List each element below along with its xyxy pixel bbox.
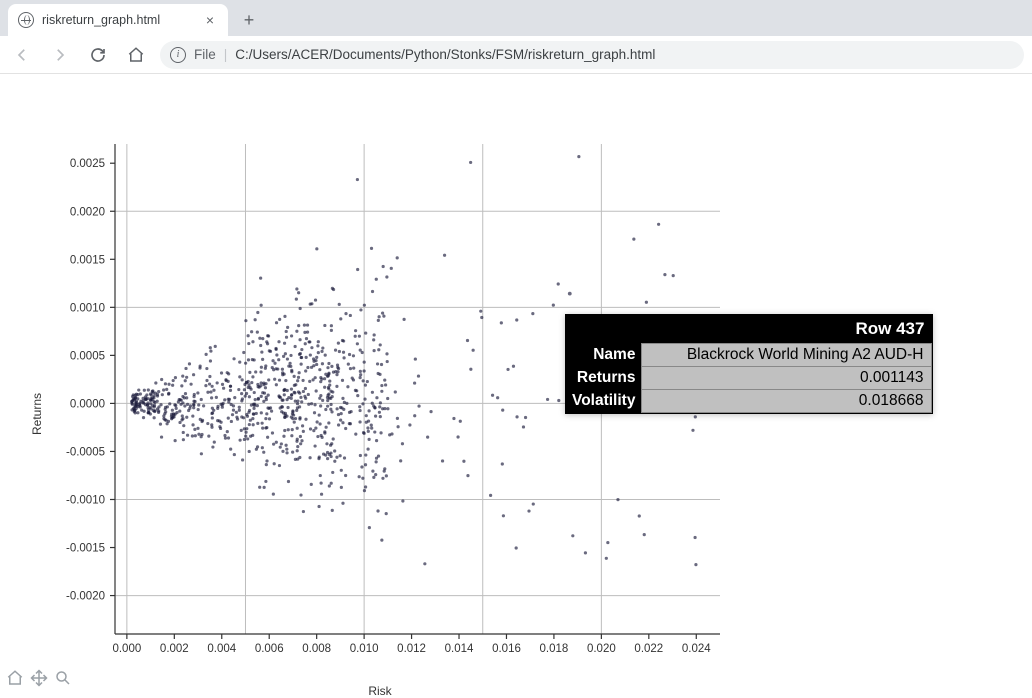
svg-text:0.0015: 0.0015 bbox=[70, 254, 105, 266]
tab-title: riskreturn_graph.html bbox=[42, 13, 160, 27]
hover-tooltip: Row 437 NameBlackrock World Mining A2 AU… bbox=[565, 314, 933, 414]
scatter-plot[interactable]: Returns 0.0000.0020.0040.0060.0080.0100.… bbox=[20, 134, 740, 694]
svg-text:0.0020: 0.0020 bbox=[70, 206, 105, 218]
url-scheme-label: File bbox=[194, 47, 216, 62]
svg-text:-0.0020: -0.0020 bbox=[66, 591, 105, 603]
reload-button[interactable] bbox=[84, 41, 112, 69]
svg-text:0.014: 0.014 bbox=[445, 643, 474, 655]
svg-text:0.004: 0.004 bbox=[207, 643, 236, 655]
plot-canvas[interactable]: 0.000 0.002 0.004 0.006 0.008 0.010 0.012 0.014… bbox=[20, 134, 740, 694]
tooltip-value: Blackrock World Mining A2 AUD-H bbox=[642, 344, 932, 367]
tooltip-value: 0.018668 bbox=[642, 390, 932, 413]
svg-text:0.010: 0.010 bbox=[350, 643, 379, 655]
reset-view-icon[interactable] bbox=[4, 667, 26, 689]
svg-text:0.0005: 0.0005 bbox=[70, 350, 105, 362]
tooltip-value: 0.001143 bbox=[642, 367, 932, 390]
plot-toolbar bbox=[4, 667, 74, 689]
zoom-icon[interactable] bbox=[52, 667, 74, 689]
tooltip-key: Returns bbox=[566, 367, 642, 390]
svg-text:0.022: 0.022 bbox=[634, 643, 663, 655]
svg-text:0.0010: 0.0010 bbox=[70, 302, 105, 314]
svg-text:0.016: 0.016 bbox=[492, 643, 521, 655]
svg-text:0.006: 0.006 bbox=[255, 643, 284, 655]
address-bar[interactable]: i File | C:/Users/ACER/Documents/Python/… bbox=[160, 41, 1024, 69]
svg-text:0.008: 0.008 bbox=[302, 643, 331, 655]
svg-text:0.0025: 0.0025 bbox=[70, 158, 105, 170]
browser-tab[interactable]: riskreturn_graph.html × bbox=[8, 4, 228, 36]
tooltip-key: Volatility bbox=[566, 390, 642, 413]
home-button[interactable] bbox=[122, 41, 150, 69]
forward-button[interactable] bbox=[46, 41, 74, 69]
page-content: Returns 0.0000.0020.0040.0060.0080.0100.… bbox=[0, 74, 1032, 693]
y-axis-label: Returns bbox=[30, 393, 44, 435]
globe-icon bbox=[18, 12, 34, 28]
svg-text:-0.0015: -0.0015 bbox=[66, 543, 105, 555]
svg-text:0.024: 0.024 bbox=[682, 643, 711, 655]
svg-text:0.002: 0.002 bbox=[160, 643, 189, 655]
svg-text:-0.0010: -0.0010 bbox=[66, 494, 105, 506]
new-tab-button[interactable]: + bbox=[234, 5, 264, 35]
x-axis-label: Risk bbox=[20, 684, 740, 698]
browser-toolbar: i File | C:/Users/ACER/Documents/Python/… bbox=[0, 36, 1032, 74]
svg-text:0.0000: 0.0000 bbox=[70, 398, 105, 410]
svg-text:0.020: 0.020 bbox=[587, 643, 616, 655]
svg-text:0.018: 0.018 bbox=[540, 643, 569, 655]
tab-strip: riskreturn_graph.html × + bbox=[0, 0, 1032, 36]
url-path: C:/Users/ACER/Documents/Python/Stonks/FS… bbox=[235, 47, 655, 62]
site-info-icon[interactable]: i bbox=[170, 47, 186, 63]
svg-text:0.012: 0.012 bbox=[397, 643, 426, 655]
tooltip-key: Name bbox=[566, 344, 642, 367]
close-tab-icon[interactable]: × bbox=[202, 12, 218, 28]
svg-text:0.000: 0.000 bbox=[112, 643, 141, 655]
back-button[interactable] bbox=[8, 41, 36, 69]
tooltip-table: NameBlackrock World Mining A2 AUD-HRetur… bbox=[566, 343, 932, 413]
url-separator: | bbox=[224, 47, 228, 62]
svg-text:-0.0005: -0.0005 bbox=[66, 446, 105, 458]
tooltip-header: Row 437 bbox=[566, 315, 932, 343]
pan-icon[interactable] bbox=[28, 667, 50, 689]
